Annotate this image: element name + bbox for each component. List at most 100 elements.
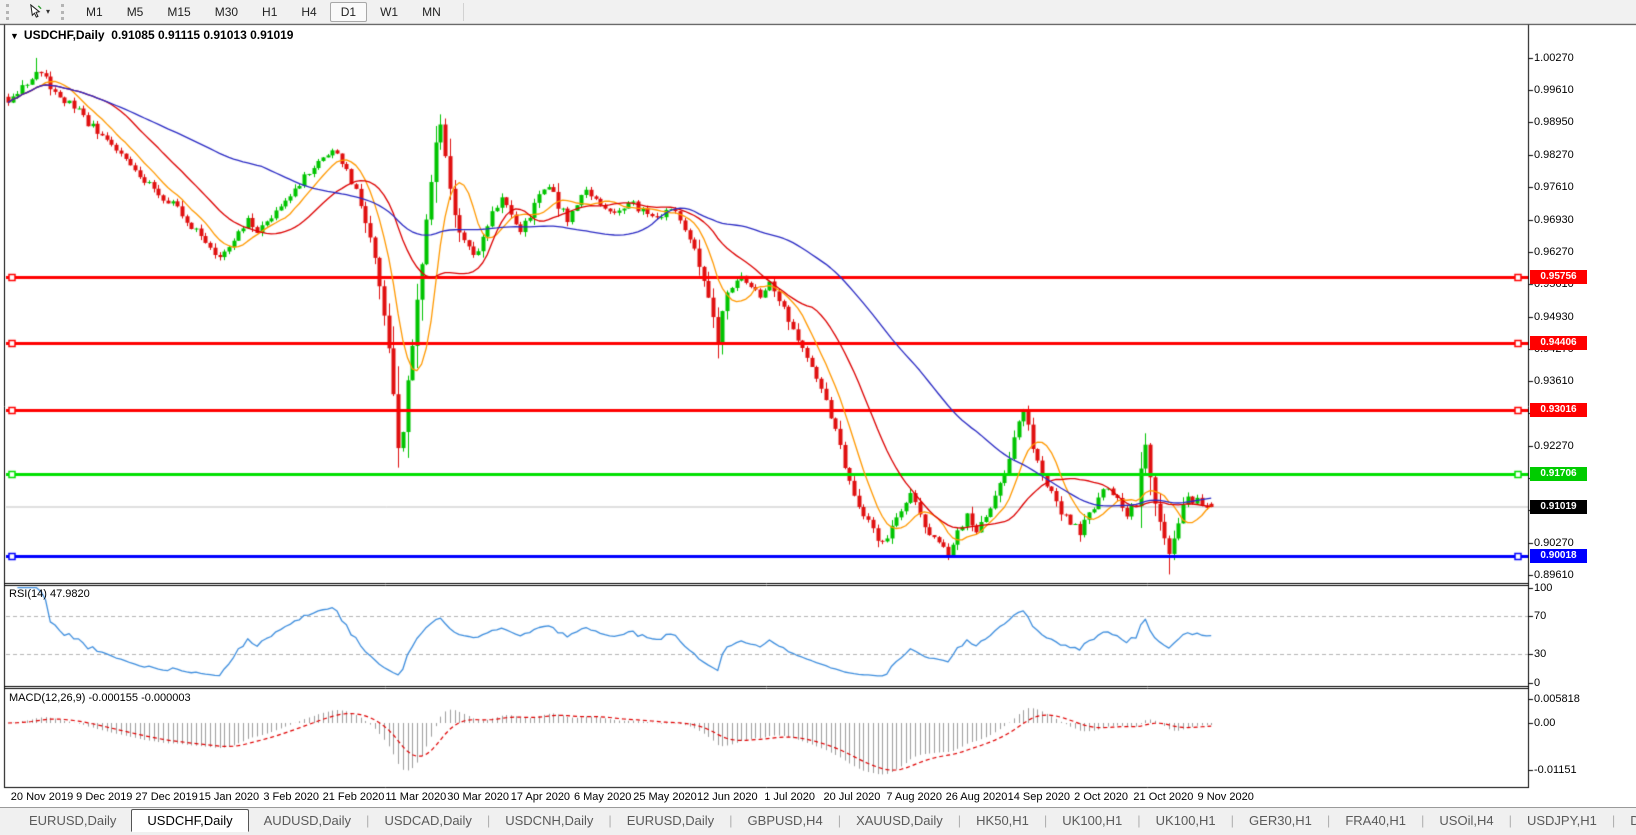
date-tick: 7 Aug 2020 <box>886 791 943 803</box>
timeframe-button-h1[interactable]: H1 <box>262 4 278 19</box>
symbol-tab-gbpusd-6[interactable]: GBPUSD,H4 <box>747 813 823 828</box>
symbol-tab-fra40-12[interactable]: FRA40,H1 <box>1345 813 1407 828</box>
timeframe-button-m30[interactable]: M30 <box>214 4 239 19</box>
tab-separator: | <box>1326 813 1331 828</box>
date-tick: 9 Dec 2019 <box>76 791 133 803</box>
symbol-dropdown-icon[interactable]: ▼ <box>10 31 19 41</box>
date-tick: 21 Feb 2020 <box>322 791 385 803</box>
price-tick: 0.89610 <box>1534 569 1574 582</box>
tab-bar: EURUSD,Daily USDCHF,Daily AUDUSD,Daily | USD… <box>0 807 1636 833</box>
toolbar-drag-handle-2[interactable] <box>61 3 68 20</box>
date-tick: 20 Jul 2020 <box>823 791 881 803</box>
date-tick: 3 Feb 2020 <box>263 791 320 803</box>
chart-canvas[interactable] <box>0 24 1636 789</box>
toolbar: ▾ M1 M5 M15 M30 H1 H4 D1 W1 MN <box>0 0 1636 24</box>
tab-separator: | <box>1421 813 1425 828</box>
tab-separator: | <box>729 813 733 828</box>
date-tick: 6 May 2020 <box>573 791 632 803</box>
date-tick: 9 Nov 2020 <box>1197 791 1254 803</box>
date-tick: 20 Nov 2019 <box>10 791 74 803</box>
symbol-tab-usdjpy-14[interactable]: USDJPY,H1 <box>1526 813 1597 828</box>
cursor-tool-icon <box>30 4 42 18</box>
price-tick: 0.96270 <box>1534 246 1574 259</box>
tab-separator: | <box>1611 813 1616 828</box>
draw-tool-button[interactable]: ▾ <box>23 2 55 21</box>
timeframe-group: M1 M5 M15 M30 H1 H4 D1 W1 MN <box>74 1 453 22</box>
date-tick: 21 Oct 2020 <box>1133 791 1194 803</box>
tab-separator: | <box>1230 813 1235 828</box>
symbol-tab-dj30-15[interactable]: DJ30,Daily <box>1630 813 1636 828</box>
level-price-tag[interactable]: 0.91706 <box>1530 466 1587 481</box>
symbol-tab-usdchf-1[interactable]: USDCHF,Daily <box>131 809 249 832</box>
price-tick: 0.98270 <box>1534 149 1574 161</box>
date-tick: 17 Apr 2020 <box>510 791 571 803</box>
tab-separator: | <box>486 813 491 828</box>
price-tick: 0.97610 <box>1534 181 1574 194</box>
price-tick: 0.96930 <box>1534 214 1574 227</box>
timeframe-button-mn[interactable]: MN <box>422 4 441 19</box>
symbol-tab-usdcnh-4[interactable]: USDCNH,Daily <box>505 813 594 828</box>
macd-tick: 0.00 <box>1534 717 1556 729</box>
tab-separator: | <box>608 813 612 828</box>
tab-separator: | <box>366 813 370 828</box>
price-tick: 0.92270 <box>1534 440 1574 453</box>
chart-symbol: USDCHF,Daily <box>23 28 105 42</box>
level-price-tag[interactable]: 0.93016 <box>1530 403 1587 418</box>
rsi-value: 47.9820 <box>49 588 90 600</box>
timeframe-button-d1[interactable]: D1 <box>329 1 368 22</box>
symbol-tab-uk100-9[interactable]: UK100,H1 <box>1062 813 1123 828</box>
timeframe-button-m5[interactable]: M5 <box>126 4 144 19</box>
date-tick: 15 Jan 2020 <box>198 791 260 803</box>
symbol-tab-eurusd-5[interactable]: EURUSD,Daily <box>626 813 715 828</box>
tool-dropdown-icon[interactable]: ▾ <box>46 7 51 16</box>
current-price-tag[interactable]: 0.91019 <box>1530 500 1587 514</box>
price-tick: 0.93610 <box>1534 375 1574 388</box>
tab-separator: | <box>1137 813 1141 828</box>
timeframe-button-m1[interactable]: M1 <box>86 4 103 19</box>
date-tick: 26 Aug 2020 <box>945 791 1008 803</box>
tab-separator: | <box>1508 813 1512 828</box>
timeframe-button-m15[interactable]: M15 <box>167 4 191 19</box>
level-price-tag[interactable]: 0.95756 <box>1530 270 1587 285</box>
price-tick: 0.94930 <box>1534 311 1574 324</box>
tab-separator: | <box>957 813 962 828</box>
chart-title: ▼ USDCHF,Daily 0.91085 0.91115 0.91013 0.… <box>10 28 293 42</box>
date-tick: 14 Sep 2020 <box>1007 791 1070 803</box>
macd-tick: -0.01151 <box>1534 764 1577 777</box>
symbol-tab-eurusd-0[interactable]: EURUSD,Daily <box>29 813 117 828</box>
tab-separator: | <box>837 813 842 828</box>
macd-values: -0.000155 -0.000003 <box>88 692 191 704</box>
date-axis: 20 Nov 2019 9 Dec 2019 27 Dec 2019 15 Jan 2… <box>0 789 1636 807</box>
date-tick: 12 Jun 2020 <box>697 791 758 803</box>
rsi-indicator-name: RSI(14) <box>9 588 47 600</box>
symbol-tab-hk50-8[interactable]: HK50,H1 <box>976 813 1029 828</box>
timeframe-button-h4[interactable]: H4 <box>301 4 317 19</box>
rsi-tick: 70 <box>1534 610 1547 622</box>
level-price-tag[interactable]: 0.90018 <box>1530 548 1587 563</box>
symbol-tab-usoil-13[interactable]: USOil,H4 <box>1439 813 1494 828</box>
date-tick: 11 Mar 2020 <box>385 791 447 803</box>
price-tick: 1.00270 <box>1534 51 1574 64</box>
timeframe-button-w1[interactable]: W1 <box>380 4 399 19</box>
date-tick: 27 Dec 2019 <box>135 791 198 803</box>
chart-window: ▼ USDCHF,Daily 0.91085 0.91115 0.91013 0.… <box>0 24 1636 789</box>
symbol-tab-usdcad-3[interactable]: USDCAD,Daily <box>384 813 472 828</box>
level-price-tag[interactable]: 0.94406 <box>1530 335 1587 350</box>
rsi-tick: 100 <box>1534 581 1553 594</box>
price-tick: 0.99610 <box>1534 83 1574 96</box>
date-tick: 25 May 2020 <box>633 791 697 803</box>
tab-separator: | <box>1043 813 1048 828</box>
toolbar-drag-handle[interactable] <box>6 3 13 20</box>
date-tick: 30 Mar 2020 <box>447 791 509 803</box>
rsi-label: RSI(14) 47.9820 <box>9 588 90 600</box>
rsi-tick: 0 <box>1534 676 1541 689</box>
date-tick: 1 Jul 2020 <box>764 791 815 803</box>
symbol-tab-ger30-11[interactable]: GER30,H1 <box>1249 813 1312 828</box>
date-tick: 2 Oct 2020 <box>1074 791 1129 803</box>
rsi-tick: 30 <box>1534 648 1547 660</box>
symbol-tab-xauusd-7[interactable]: XAUUSD,Daily <box>856 813 943 828</box>
symbol-tab-audusd-2[interactable]: AUDUSD,Daily <box>263 813 352 828</box>
symbol-tab-uk100-10[interactable]: UK100,H1 <box>1155 813 1216 828</box>
price-tick: 0.90270 <box>1534 537 1574 550</box>
